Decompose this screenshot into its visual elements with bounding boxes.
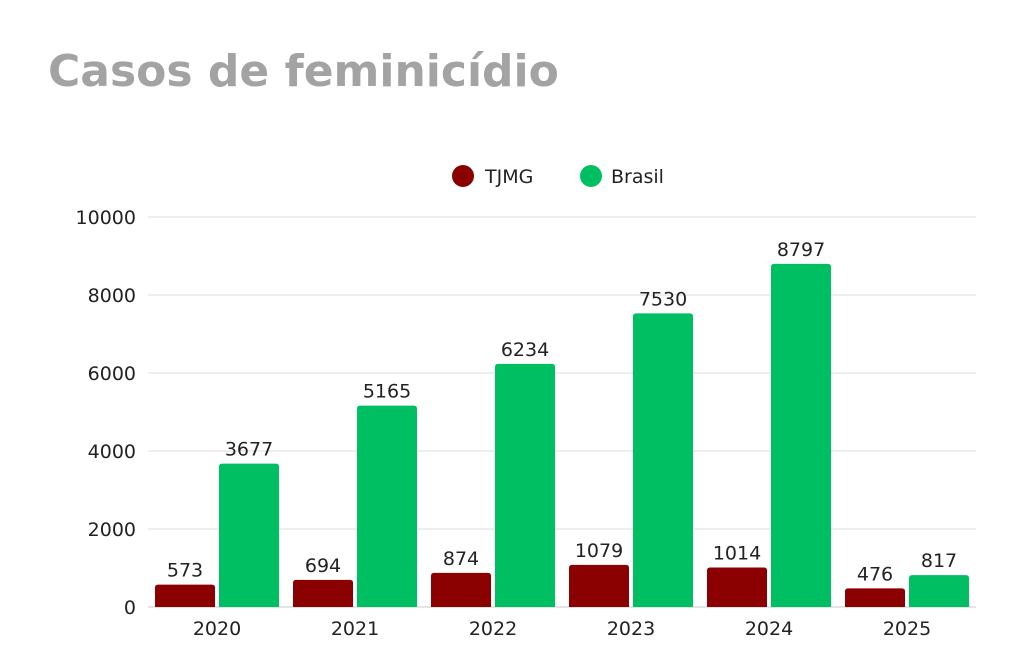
data-label-tjmg-2021: 694 [305, 555, 341, 577]
data-label-brasil-2022: 6234 [501, 339, 549, 361]
data-label-brasil-2025: 817 [921, 550, 957, 572]
data-label-tjmg-2025: 476 [857, 563, 893, 585]
bar-brasil-2021 [357, 405, 417, 607]
y-tick-label: 4000 [88, 441, 136, 463]
y-tick-label: 0 [124, 597, 136, 619]
data-labels: 573 3677 694 5165 874 6234 1079 7530 1014 8797 476… [167, 239, 957, 586]
y-axis-ticks: 0 2000 4000 6000 8000 10000 [76, 207, 136, 619]
data-label-tjmg-2024: 1014 [713, 542, 761, 564]
x-tick-label: 2020 [193, 618, 241, 640]
bar-tjmg-2024 [707, 567, 767, 607]
x-tick-label: 2023 [607, 618, 655, 640]
legend-marker-brasil [580, 165, 602, 187]
x-tick-label: 2024 [745, 618, 793, 640]
data-label-tjmg-2023: 1079 [575, 540, 623, 562]
data-label-tjmg-2022: 874 [443, 548, 479, 570]
bar-tjmg-2020 [155, 584, 215, 607]
bar-tjmg-2022 [431, 572, 491, 607]
bar-tjmg-2023 [569, 564, 629, 607]
y-tick-label: 8000 [88, 285, 136, 307]
bar-tjmg-2021 [293, 579, 353, 607]
legend: TJMG Brasil [452, 165, 664, 188]
bar-brasil-2022 [495, 363, 555, 607]
bar-brasil-2024 [771, 263, 831, 607]
data-label-tjmg-2020: 573 [167, 560, 203, 582]
x-tick-label: 2022 [469, 618, 517, 640]
bar-brasil-2023 [633, 313, 693, 607]
bars [155, 263, 969, 607]
legend-marker-tjmg [452, 165, 474, 187]
y-tick-label: 6000 [88, 363, 136, 385]
x-tick-label: 2021 [331, 618, 379, 640]
data-label-brasil-2023: 7530 [639, 288, 687, 310]
bar-brasil-2020 [219, 463, 279, 607]
data-label-brasil-2020: 3677 [225, 439, 273, 461]
data-label-brasil-2021: 5165 [363, 381, 411, 403]
y-tick-label: 2000 [88, 519, 136, 541]
data-label-brasil-2024: 8797 [777, 239, 825, 261]
y-tick-label: 10000 [76, 207, 136, 229]
x-axis-ticks: 2020 2021 2022 2023 2024 2025 [193, 618, 931, 640]
x-tick-label: 2025 [883, 618, 931, 640]
bar-brasil-2025 [909, 575, 969, 607]
gridlines [148, 216, 976, 608]
legend-label-brasil: Brasil [611, 166, 664, 188]
chart-title: Casos de feminicídio [48, 46, 559, 97]
bar-tjmg-2025 [845, 588, 905, 607]
legend-label-tjmg: TJMG [484, 166, 533, 188]
